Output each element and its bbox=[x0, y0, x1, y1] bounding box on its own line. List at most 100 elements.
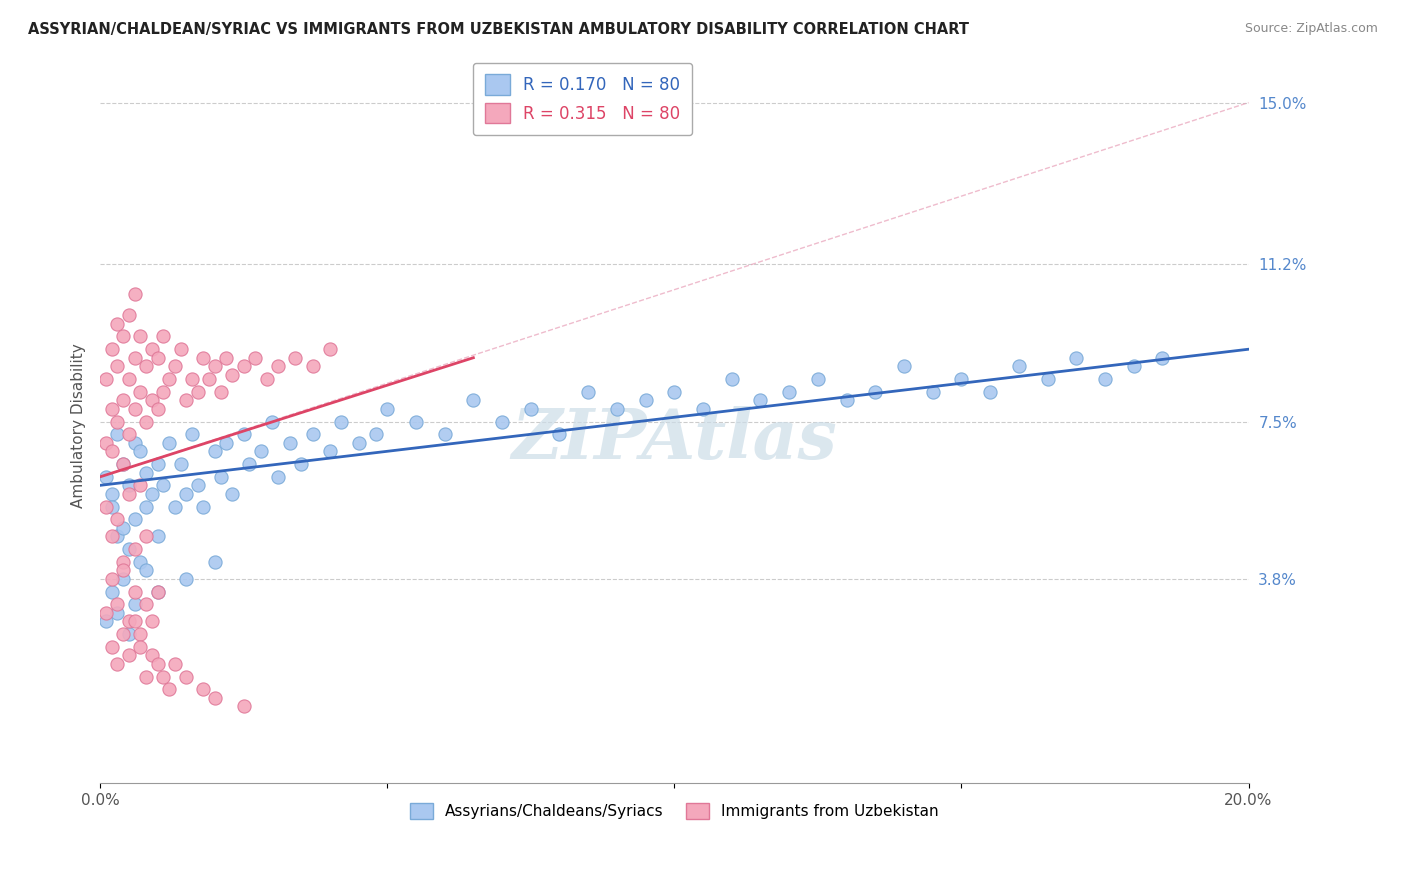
Point bbox=[146, 457, 169, 471]
Point bbox=[94, 500, 117, 514]
Point bbox=[491, 415, 513, 429]
Point bbox=[256, 372, 278, 386]
Point bbox=[105, 657, 128, 671]
Point bbox=[778, 384, 800, 399]
Legend: Assyrians/Chaldeans/Syriacs, Immigrants from Uzbekistan: Assyrians/Chaldeans/Syriacs, Immigrants … bbox=[404, 797, 945, 825]
Y-axis label: Ambulatory Disability: Ambulatory Disability bbox=[72, 343, 86, 508]
Point bbox=[100, 640, 122, 654]
Point bbox=[118, 478, 141, 492]
Point bbox=[124, 401, 146, 416]
Point bbox=[94, 606, 117, 620]
Point bbox=[692, 401, 714, 416]
Point bbox=[1064, 351, 1087, 365]
Point bbox=[105, 598, 128, 612]
Point bbox=[124, 598, 146, 612]
Point bbox=[112, 393, 135, 408]
Point bbox=[100, 572, 122, 586]
Point bbox=[112, 521, 135, 535]
Point bbox=[204, 444, 226, 458]
Point bbox=[124, 512, 146, 526]
Point bbox=[1152, 351, 1174, 365]
Point bbox=[141, 648, 163, 663]
Point bbox=[174, 572, 197, 586]
Point bbox=[129, 555, 152, 569]
Point bbox=[105, 415, 128, 429]
Point bbox=[209, 470, 232, 484]
Point bbox=[405, 415, 427, 429]
Point bbox=[209, 384, 232, 399]
Point bbox=[135, 415, 157, 429]
Point bbox=[135, 466, 157, 480]
Point bbox=[330, 415, 353, 429]
Point bbox=[118, 627, 141, 641]
Text: ZIPAtlas: ZIPAtlas bbox=[512, 407, 837, 474]
Point bbox=[112, 457, 135, 471]
Point bbox=[112, 329, 135, 343]
Point bbox=[146, 657, 169, 671]
Point bbox=[979, 384, 1001, 399]
Point bbox=[118, 648, 141, 663]
Point bbox=[124, 287, 146, 301]
Point bbox=[135, 359, 157, 374]
Point bbox=[232, 699, 254, 714]
Point bbox=[634, 393, 657, 408]
Point bbox=[284, 351, 307, 365]
Point bbox=[1036, 372, 1059, 386]
Point bbox=[141, 343, 163, 357]
Point bbox=[118, 615, 141, 629]
Point bbox=[215, 435, 238, 450]
Point bbox=[174, 670, 197, 684]
Point bbox=[105, 529, 128, 543]
Point bbox=[807, 372, 830, 386]
Point bbox=[174, 487, 197, 501]
Point bbox=[124, 351, 146, 365]
Point bbox=[112, 572, 135, 586]
Point bbox=[129, 384, 152, 399]
Point bbox=[301, 359, 323, 374]
Point bbox=[135, 670, 157, 684]
Point bbox=[262, 415, 284, 429]
Point bbox=[865, 384, 887, 399]
Point bbox=[135, 529, 157, 543]
Point bbox=[204, 555, 226, 569]
Point bbox=[124, 615, 146, 629]
Point bbox=[112, 457, 135, 471]
Point bbox=[1008, 359, 1031, 374]
Point bbox=[146, 351, 169, 365]
Point bbox=[100, 401, 122, 416]
Point bbox=[118, 427, 141, 442]
Point bbox=[157, 435, 180, 450]
Point bbox=[375, 401, 398, 416]
Point bbox=[267, 359, 290, 374]
Point bbox=[152, 478, 174, 492]
Point bbox=[118, 372, 141, 386]
Point bbox=[1122, 359, 1144, 374]
Point bbox=[146, 584, 169, 599]
Point bbox=[124, 584, 146, 599]
Point bbox=[105, 359, 128, 374]
Point bbox=[364, 427, 387, 442]
Point bbox=[232, 359, 254, 374]
Point bbox=[181, 372, 204, 386]
Point bbox=[94, 470, 117, 484]
Point bbox=[169, 457, 191, 471]
Point bbox=[105, 427, 128, 442]
Point bbox=[94, 615, 117, 629]
Point bbox=[141, 487, 163, 501]
Point bbox=[664, 384, 686, 399]
Point bbox=[319, 444, 342, 458]
Point bbox=[243, 351, 266, 365]
Point bbox=[152, 384, 174, 399]
Point bbox=[100, 343, 122, 357]
Point bbox=[94, 435, 117, 450]
Point bbox=[921, 384, 943, 399]
Point bbox=[100, 529, 122, 543]
Point bbox=[174, 393, 197, 408]
Point bbox=[129, 478, 152, 492]
Point bbox=[290, 457, 312, 471]
Point bbox=[146, 401, 169, 416]
Point bbox=[278, 435, 301, 450]
Point bbox=[576, 384, 599, 399]
Point bbox=[105, 317, 128, 331]
Point bbox=[163, 500, 186, 514]
